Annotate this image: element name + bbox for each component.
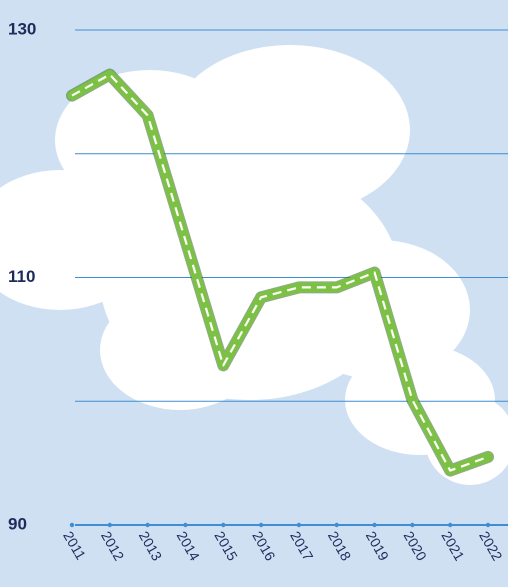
x-tick-label: 2020	[401, 528, 431, 563]
x-tick-dot	[296, 522, 302, 528]
y-tick-label: 110	[8, 267, 35, 286]
x-tick-label: 2011	[60, 528, 89, 562]
x-tick-dot	[447, 522, 453, 528]
x-tick-dot	[145, 522, 150, 528]
x-tick-label: 2014	[174, 528, 204, 563]
x-tick-dot	[334, 522, 339, 528]
x-tick-dot	[485, 522, 491, 528]
x-tick-label: 2013	[136, 528, 166, 563]
x-tick-dot	[410, 522, 415, 528]
x-tick-dot	[372, 522, 377, 528]
x-tick-dot	[258, 522, 264, 528]
x-tick-label: 2012	[98, 528, 128, 563]
y-tick-label: 90	[8, 514, 27, 533]
x-tick-label: 2019	[363, 528, 393, 563]
line-dash	[71, 73, 489, 472]
x-tick-label: 2016	[249, 528, 279, 563]
x-tick-dot	[107, 522, 113, 528]
clouds	[0, 45, 508, 485]
x-tick-label: 2022	[476, 528, 506, 563]
y-tick-label: 130	[8, 19, 36, 38]
x-tick-label: 2018	[325, 528, 355, 563]
x-tick-label: 2015	[211, 528, 241, 563]
x-tick-label: 2017	[287, 528, 317, 563]
x-tick-dot	[183, 522, 188, 528]
x-tick-label: 2021	[438, 528, 468, 563]
x-tick-dot	[69, 522, 75, 528]
x-tick-dot	[221, 522, 226, 528]
